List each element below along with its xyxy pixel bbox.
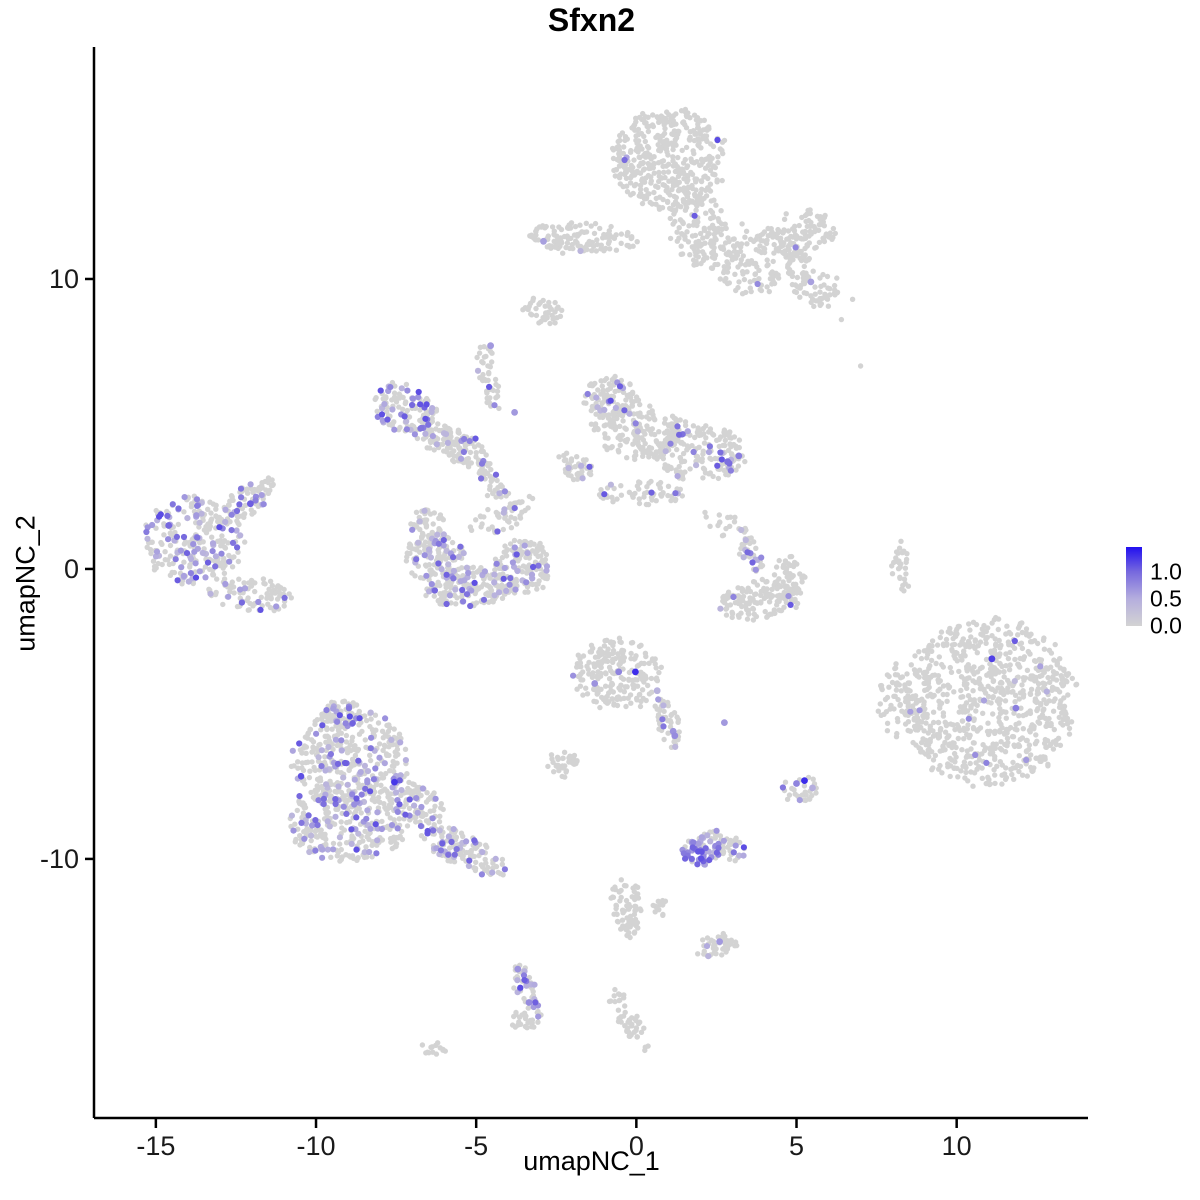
tick-label: 10 — [49, 264, 79, 294]
plot-title: Sfxn2 — [547, 2, 636, 38]
legend-label: 0.0 — [1150, 612, 1182, 639]
y-axis-title: umapNC_2 — [10, 515, 41, 652]
legend-label: 0.5 — [1150, 585, 1182, 612]
scatter-points — [143, 106, 1080, 1057]
tick-label: -15 — [136, 1131, 175, 1161]
tick-label: -5 — [464, 1131, 488, 1161]
tick-label: -10 — [40, 844, 79, 874]
x-axis-title: umapNC_1 — [523, 1146, 660, 1176]
tick-label: -10 — [297, 1131, 336, 1161]
axes: -15 -10 -5 0 5 10 -10 0 10 — [40, 47, 1088, 1161]
tick-label: 5 — [789, 1131, 804, 1161]
legend-gradient-bar — [1126, 547, 1142, 626]
legend-label: 1.0 — [1150, 558, 1182, 585]
tick-label: 10 — [942, 1131, 972, 1161]
tick-label: 0 — [629, 1131, 644, 1161]
tick-label: 0 — [64, 554, 79, 584]
